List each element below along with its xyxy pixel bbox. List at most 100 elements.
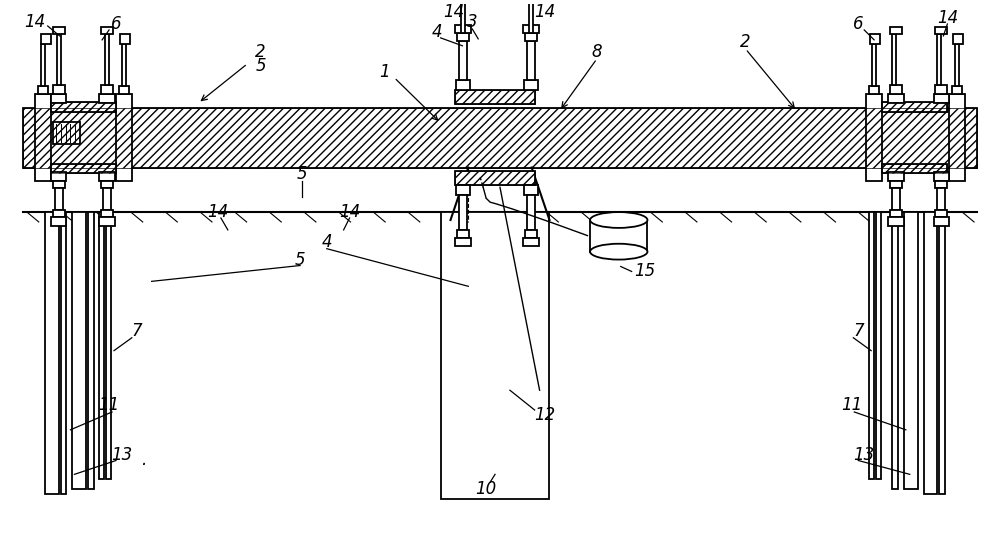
Text: 4: 4 — [321, 233, 332, 251]
Bar — [882, 164, 947, 173]
Bar — [888, 217, 904, 226]
Bar — [53, 182, 65, 188]
Bar — [53, 27, 65, 34]
Bar — [890, 27, 902, 34]
Text: 14: 14 — [937, 9, 958, 27]
Bar — [101, 85, 113, 94]
Bar — [523, 238, 539, 246]
Bar — [461, 0, 465, 33]
Bar — [872, 44, 876, 86]
Bar — [119, 86, 129, 94]
Bar — [101, 210, 113, 217]
Text: 5: 5 — [295, 251, 305, 269]
Bar — [935, 27, 947, 34]
Text: 5: 5 — [255, 56, 266, 74]
Bar — [455, 90, 535, 104]
Text: 7: 7 — [131, 322, 142, 340]
Bar — [51, 217, 66, 226]
Bar — [939, 212, 945, 494]
Bar — [41, 44, 45, 86]
Bar — [525, 230, 537, 238]
Text: 13: 13 — [111, 446, 133, 463]
Bar — [38, 86, 48, 94]
Bar — [525, 33, 537, 41]
Bar — [23, 108, 977, 167]
Bar — [882, 164, 947, 173]
Text: 14: 14 — [207, 203, 229, 221]
Bar — [527, 195, 535, 230]
Bar — [890, 182, 902, 188]
Bar — [876, 212, 881, 479]
Bar — [35, 94, 51, 182]
Text: 15: 15 — [634, 263, 655, 281]
Ellipse shape — [590, 212, 647, 228]
Text: 5: 5 — [297, 165, 307, 183]
Text: 14: 14 — [339, 203, 360, 221]
Text: 10: 10 — [476, 480, 497, 498]
Bar — [51, 172, 66, 182]
Bar — [441, 212, 549, 499]
Text: 2: 2 — [740, 33, 751, 51]
Bar — [934, 172, 949, 182]
Bar — [955, 44, 959, 86]
Bar — [51, 164, 116, 173]
Bar — [953, 34, 963, 44]
Bar — [888, 94, 904, 103]
Bar — [72, 212, 86, 489]
Text: 4: 4 — [431, 23, 442, 41]
Text: 14: 14 — [24, 13, 45, 31]
Bar — [888, 172, 904, 182]
Bar — [99, 172, 115, 182]
Text: .: . — [141, 451, 146, 468]
Bar — [457, 33, 469, 41]
Bar — [51, 102, 116, 112]
Bar — [934, 217, 949, 226]
Bar — [456, 185, 470, 195]
Bar — [53, 122, 80, 144]
Text: 13: 13 — [854, 446, 875, 463]
Bar — [870, 34, 880, 44]
Bar — [904, 212, 918, 489]
Text: 12: 12 — [534, 406, 555, 424]
Bar — [892, 212, 898, 489]
Bar — [869, 86, 879, 94]
Bar — [524, 80, 538, 90]
Text: 7: 7 — [853, 322, 864, 340]
Bar — [523, 25, 539, 33]
Bar — [88, 212, 94, 489]
Bar — [882, 102, 947, 112]
Bar — [99, 212, 104, 479]
Bar — [890, 85, 902, 94]
Bar — [869, 212, 874, 479]
Bar — [106, 212, 111, 479]
Text: 2: 2 — [255, 43, 266, 61]
Text: 3: 3 — [467, 13, 478, 31]
Bar — [529, 0, 533, 33]
Bar — [892, 188, 900, 210]
Bar — [527, 41, 535, 80]
Bar — [935, 85, 947, 94]
Bar — [41, 34, 51, 44]
Text: 1: 1 — [379, 62, 390, 80]
Bar — [45, 212, 59, 494]
Bar — [120, 34, 130, 44]
Bar — [455, 238, 471, 246]
Bar — [455, 172, 535, 185]
Text: 8: 8 — [592, 43, 602, 61]
Bar — [882, 102, 947, 112]
Bar — [524, 185, 538, 195]
Bar — [935, 210, 947, 217]
Bar — [949, 94, 965, 182]
Ellipse shape — [590, 244, 647, 260]
Bar — [866, 94, 882, 182]
Bar — [101, 27, 113, 34]
Bar — [51, 94, 66, 103]
Bar — [53, 85, 65, 94]
Bar — [455, 172, 535, 185]
Bar — [892, 34, 896, 85]
Bar — [456, 80, 470, 90]
Bar — [455, 25, 471, 33]
Text: 6: 6 — [853, 15, 864, 33]
Bar — [455, 90, 535, 104]
Bar — [457, 230, 469, 238]
